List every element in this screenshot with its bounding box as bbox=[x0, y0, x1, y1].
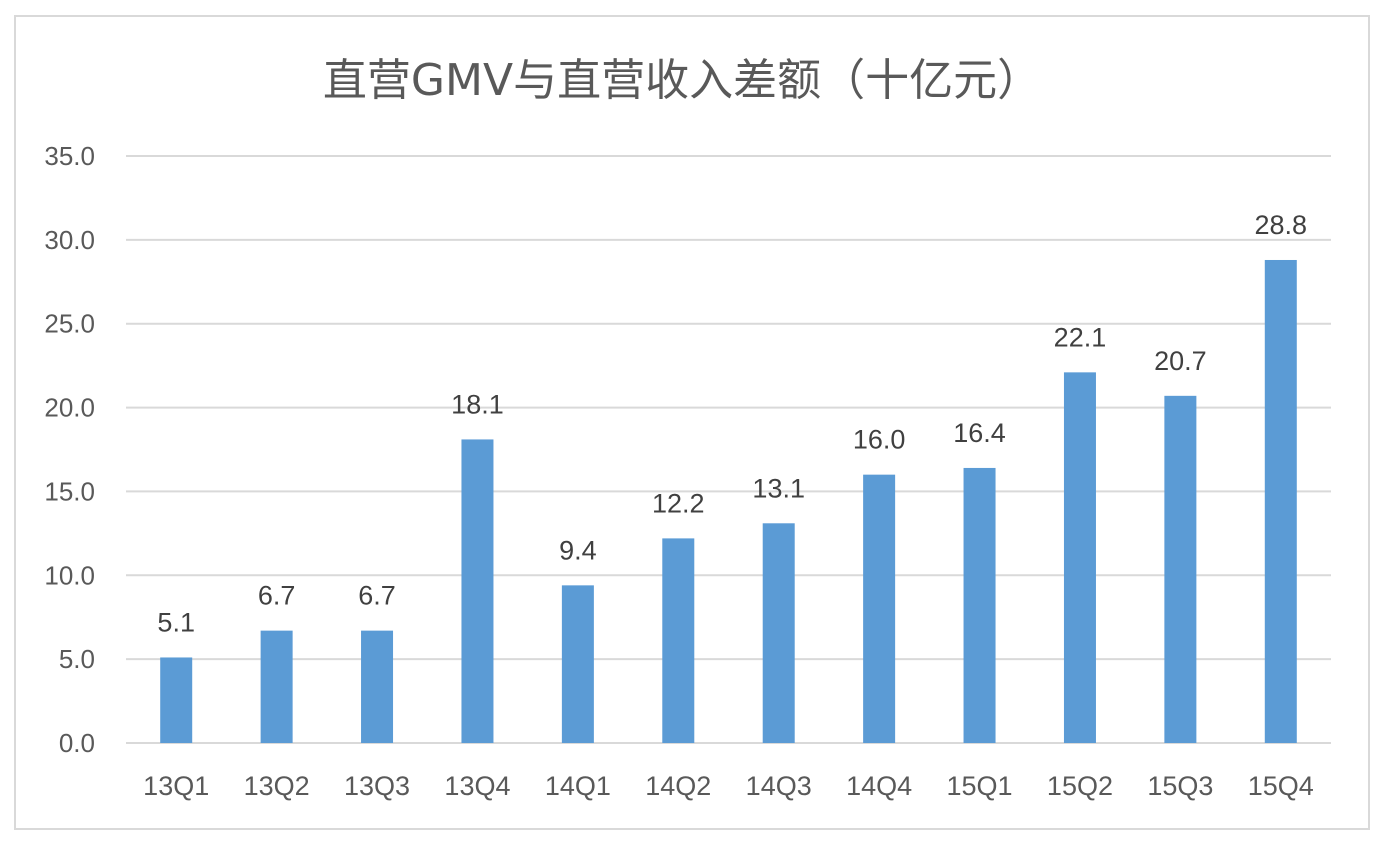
data-label-13Q3: 6.7 bbox=[358, 581, 396, 611]
data-label-13Q4: 18.1 bbox=[451, 389, 504, 419]
x-tick-label-15Q2: 15Q2 bbox=[1047, 771, 1113, 801]
gridlines bbox=[126, 155, 1331, 744]
data-label-14Q4: 16.0 bbox=[853, 425, 906, 455]
x-tick-label-14Q2: 14Q2 bbox=[645, 771, 711, 801]
y-tick-label: 35.0 bbox=[44, 141, 95, 171]
bar-15Q2 bbox=[1063, 372, 1096, 743]
x-tick-label-14Q3: 14Q3 bbox=[746, 771, 812, 801]
x-axis-ticks: 13Q1 13Q2 13Q3 13Q4 14Q1 14Q2 14Q3 14Q4 15Q1 15Q2… bbox=[143, 771, 1314, 801]
x-tick-label-13Q2: 13Q2 bbox=[244, 771, 310, 801]
chart-title: 直营GMV与直营收入差额（十亿元） bbox=[323, 55, 1041, 106]
y-tick-label: 30.0 bbox=[44, 225, 95, 255]
bar-14Q4 bbox=[863, 474, 896, 743]
data-label-15Q2: 22.1 bbox=[1054, 322, 1107, 352]
bar-13Q2 bbox=[260, 630, 293, 743]
y-tick-label: 20.0 bbox=[44, 393, 95, 423]
data-label-15Q3: 20.7 bbox=[1154, 346, 1207, 376]
bar-13Q4 bbox=[461, 439, 494, 743]
y-tick-label: 5.0 bbox=[59, 644, 95, 674]
x-tick-label-13Q3: 13Q3 bbox=[344, 771, 410, 801]
bars bbox=[160, 259, 1297, 743]
data-label-14Q2: 12.2 bbox=[652, 488, 705, 518]
y-tick-label: 10.0 bbox=[44, 560, 95, 590]
x-tick-label-15Q1: 15Q1 bbox=[947, 771, 1013, 801]
bar-14Q3 bbox=[762, 523, 795, 743]
bar-15Q4 bbox=[1264, 259, 1297, 743]
data-label-14Q1: 9.4 bbox=[559, 535, 597, 565]
x-tick-label-13Q1: 13Q1 bbox=[143, 771, 209, 801]
data-label-13Q2: 6.7 bbox=[258, 581, 296, 611]
y-tick-label: 25.0 bbox=[44, 309, 95, 339]
bar-14Q2 bbox=[662, 538, 695, 743]
x-tick-label-14Q1: 14Q1 bbox=[545, 771, 611, 801]
x-tick-label-15Q4: 15Q4 bbox=[1248, 771, 1314, 801]
bar-14Q1 bbox=[561, 585, 594, 743]
data-label-14Q3: 13.1 bbox=[752, 473, 805, 503]
y-axis-ticks: 0.0 5.0 10.0 15.0 20.0 25.0 30.0 35.0 bbox=[44, 141, 95, 758]
bar-15Q3 bbox=[1164, 395, 1197, 743]
bar-13Q3 bbox=[361, 630, 394, 743]
data-label-13Q1: 5.1 bbox=[157, 607, 195, 637]
y-tick-label: 0.0 bbox=[59, 728, 95, 758]
y-tick-label: 15.0 bbox=[44, 476, 95, 506]
data-label-15Q1: 16.4 bbox=[953, 418, 1006, 448]
bar-13Q1 bbox=[160, 657, 193, 743]
data-label-15Q4: 28.8 bbox=[1255, 210, 1308, 240]
x-tick-label-15Q3: 15Q3 bbox=[1147, 771, 1213, 801]
data-labels: 5.1 6.7 6.7 18.1 9.4 12.2 13.1 16.0 16.4 22.1 20.7… bbox=[157, 210, 1307, 637]
x-tick-label-13Q4: 13Q4 bbox=[444, 771, 510, 801]
x-tick-label-14Q4: 14Q4 bbox=[846, 771, 912, 801]
bar-15Q1 bbox=[963, 467, 996, 743]
